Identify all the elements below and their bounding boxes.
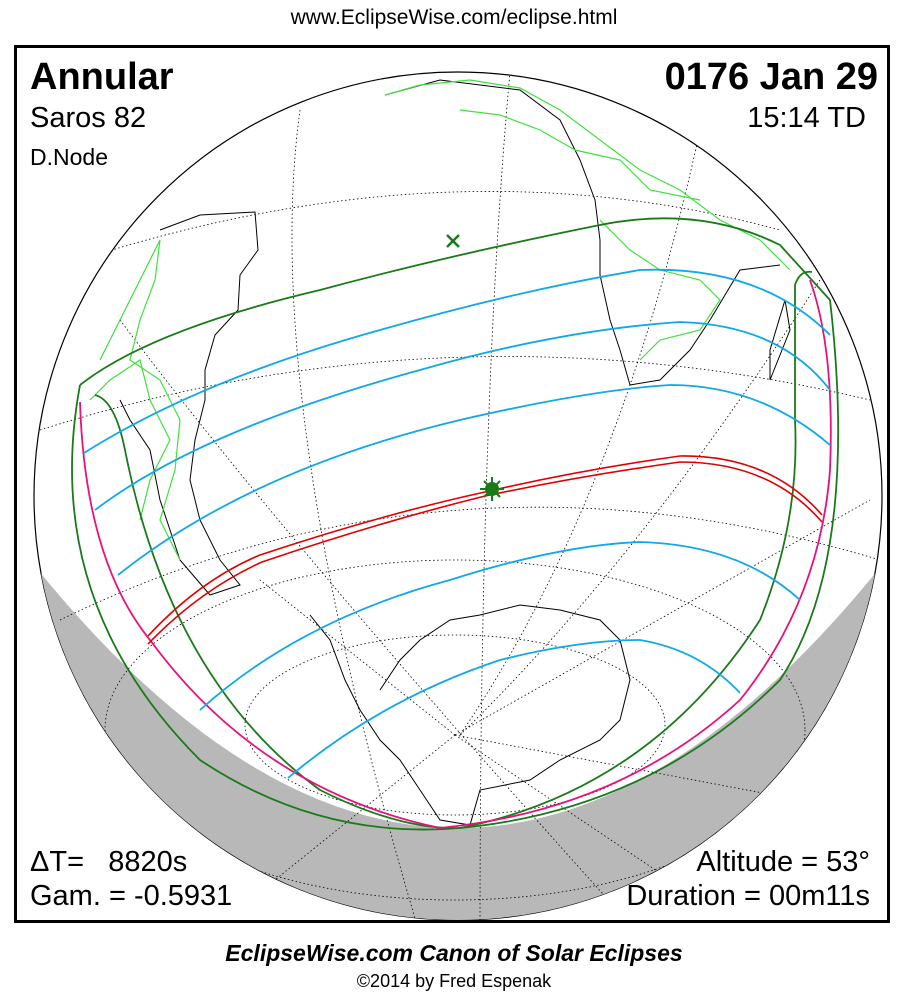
central-path-north [147,455,823,637]
graticule [39,72,881,920]
partial-line-1 [83,268,831,454]
eclipse-date: 0176 Jan 29 [664,56,878,98]
night-region [34,560,882,920]
gamma: Gam. = -0.5931 [30,880,233,912]
x-icon [446,234,460,248]
source-url: www.EclipseWise.com/eclipse.html [290,6,618,29]
duration: Duration = 00m11s [626,880,870,912]
penumbral-north-limit [79,217,831,386]
saros-number: Saros 82 [30,102,147,134]
penumbral-inner-limit [94,270,813,829]
map-frame [14,45,890,923]
madagascar [769,299,791,381]
altitude: Altitude = 53° [696,846,870,878]
node: D.Node [30,144,108,170]
eclipse-time: 15:14 TD [747,102,866,134]
copyright: ©2014 by Fred Espenak [356,971,552,991]
partial-line-4 [199,541,801,711]
star-icon [480,477,504,501]
delta-t: ΔT= 8820s [30,846,188,878]
antarctica [309,604,631,826]
footer-title: EclipseWise.com Canon of Solar Eclipses [225,940,683,966]
africa [384,79,781,386]
rise-set-curve [79,279,832,829]
partial-line-2 [94,321,831,511]
eclipse-type: Annular [30,56,174,98]
partial-line-3 [117,384,831,576]
partial-line-5 [287,639,741,779]
